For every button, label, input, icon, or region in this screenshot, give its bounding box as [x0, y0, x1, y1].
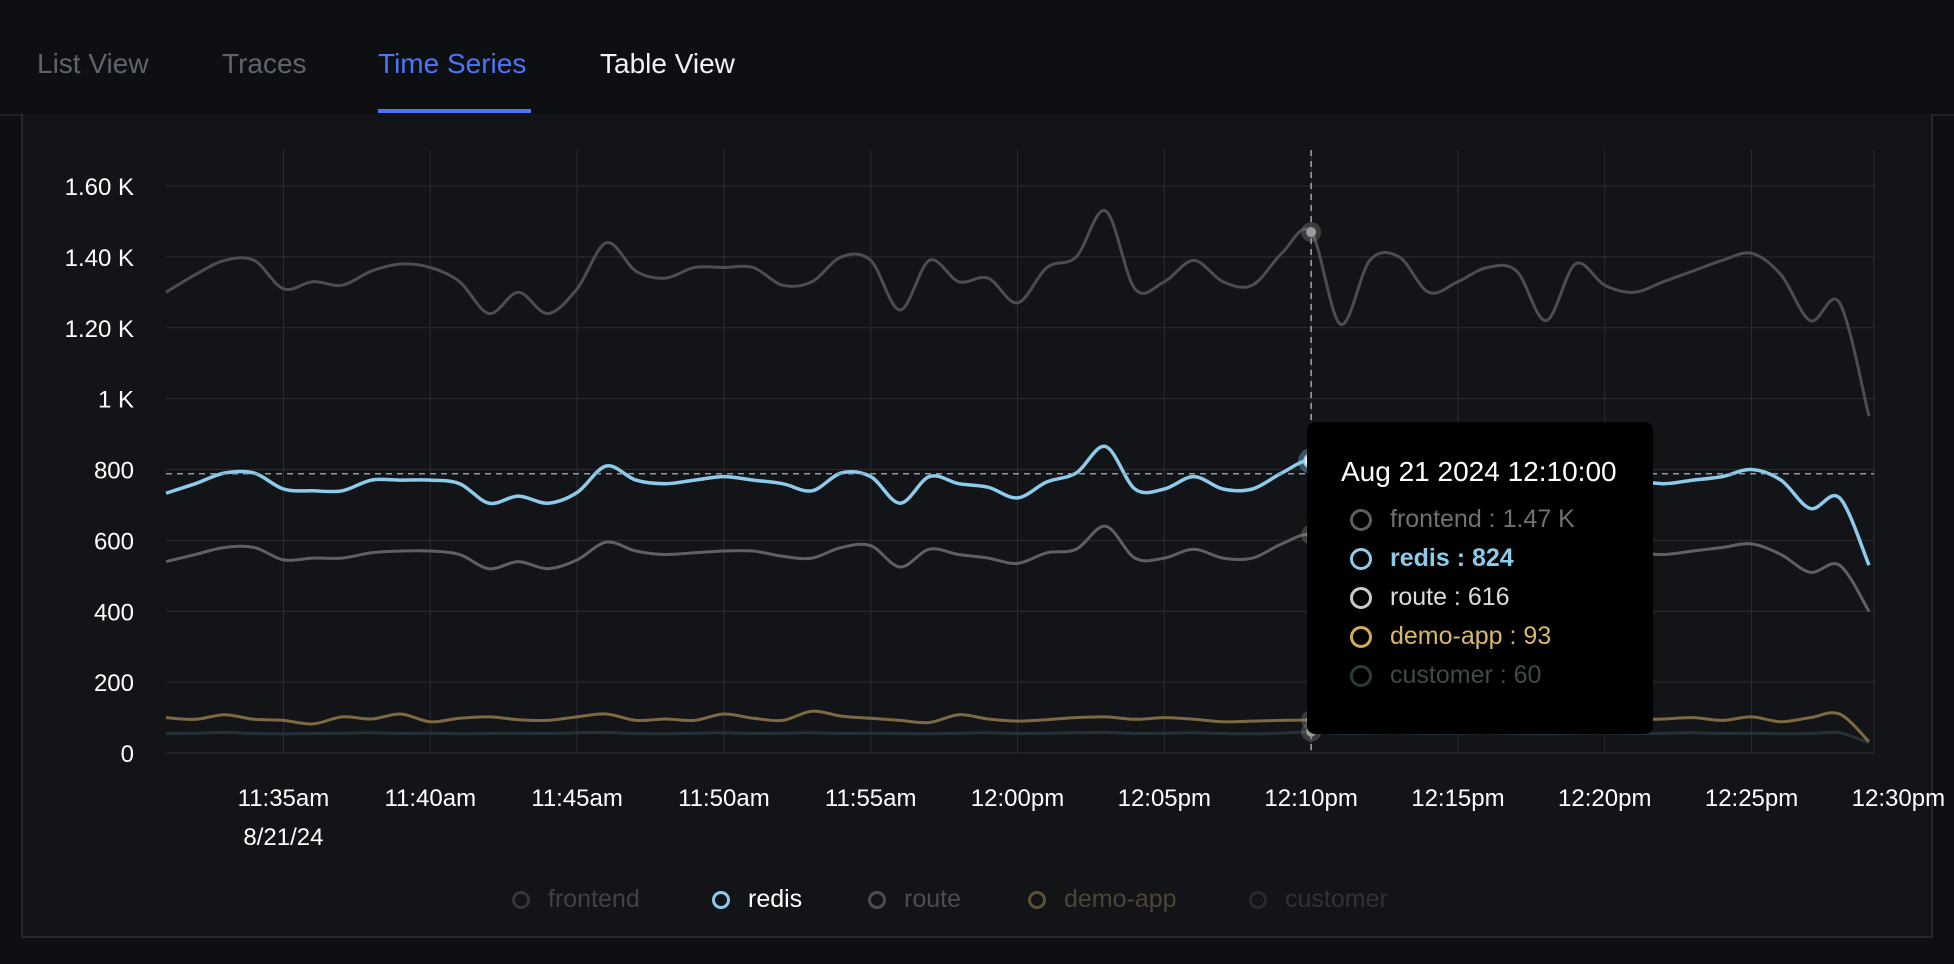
tooltip-row-label: customer : 60	[1390, 661, 1542, 689]
y-tick-label: 1.60 K	[65, 174, 134, 201]
y-tick-label: 200	[94, 670, 134, 697]
x-tick-label: 12:30pm	[1852, 785, 1945, 812]
circle-icon	[1350, 547, 1372, 570]
x-tick-label: 11:55am	[825, 785, 917, 812]
tooltip-row-demo-app: demo-app : 93	[1341, 617, 1653, 656]
x-tick-label: 12:10pm	[1264, 785, 1357, 812]
x-axis: 11:35am 11:40am 11:45am 11:50am 11:55am 12:00…	[238, 785, 1945, 851]
tooltip-row-customer: customer : 60	[1341, 656, 1653, 695]
tab-table-view[interactable]: Table View	[600, 48, 735, 79]
x-tick-label: 11:45am	[531, 785, 623, 812]
chart-legend: frontend redis route demo-app customer	[0, 885, 1954, 925]
legend-label: frontend	[548, 885, 640, 913]
y-tick-label: 1 K	[98, 387, 134, 414]
y-tick-label: 1.40 K	[65, 245, 134, 272]
x-tick-label: 12:05pm	[1118, 785, 1211, 812]
tooltip-row-label: demo-app : 93	[1390, 622, 1552, 650]
tab-traces[interactable]: Traces	[222, 48, 307, 79]
circle-icon	[868, 890, 886, 909]
legend-label: route	[904, 885, 961, 913]
chart-grid	[166, 150, 1875, 754]
legend-item-redis[interactable]: redis	[712, 885, 802, 914]
tooltip-row-route: route : 616	[1341, 578, 1653, 617]
legend-label: customer	[1285, 885, 1388, 913]
circle-icon	[1249, 890, 1267, 909]
y-tick-label: 0	[121, 741, 134, 768]
active-tab-indicator	[378, 109, 531, 113]
legend-label: redis	[748, 885, 803, 913]
tooltip-row-label: frontend : 1.47 K	[1390, 505, 1575, 533]
legend-item-demo-app[interactable]: demo-app	[1028, 885, 1177, 914]
tooltip-title: Aug 21 2024 12:10:00	[1341, 456, 1617, 487]
legend-label: demo-app	[1064, 885, 1177, 913]
chart-tooltip: Aug 21 2024 12:10:00 frontend : 1.47 K r…	[1307, 422, 1653, 734]
tooltip-row-redis: redis : 824	[1341, 539, 1653, 578]
x-tick-label: 11:50am	[678, 785, 770, 812]
circle-icon	[1350, 586, 1372, 609]
y-tick-label: 1.20 K	[65, 316, 134, 343]
tab-list-view[interactable]: List View	[37, 48, 149, 79]
legend-item-customer[interactable]: customer	[1249, 885, 1388, 914]
circle-icon	[512, 890, 530, 909]
circle-icon	[1350, 508, 1372, 531]
x-tick-label: 12:15pm	[1411, 785, 1504, 812]
tab-time-series[interactable]: Time Series	[378, 48, 527, 79]
y-tick-label: 600	[94, 528, 134, 555]
series-line-frontend	[165, 209, 1871, 417]
hover-point-frontend	[1306, 227, 1317, 238]
tooltip-row-frontend: frontend : 1.47 K	[1341, 500, 1653, 539]
tooltip-row-label: redis : 824	[1390, 544, 1514, 572]
x-tick-label: 12:20pm	[1558, 785, 1651, 812]
x-tick-label: 11:40am	[384, 785, 476, 812]
circle-icon	[1350, 625, 1372, 648]
x-tick-sublabel: 8/21/24	[243, 824, 323, 851]
x-tick-label: 11:35am	[238, 785, 330, 812]
y-tick-label: 400	[94, 599, 134, 626]
legend-item-frontend[interactable]: frontend	[512, 885, 640, 914]
x-tick-label: 12:25pm	[1705, 785, 1798, 812]
circle-icon	[712, 890, 730, 909]
y-axis: 0 200 400 600 800 1 K 1.20 K 1.40 K 1.60 K	[65, 174, 134, 768]
y-tick-label: 800	[94, 458, 134, 485]
legend-item-route[interactable]: route	[868, 885, 961, 914]
tooltip-row-label: route : 616	[1390, 583, 1510, 611]
circle-icon	[1350, 664, 1372, 687]
circle-icon	[1028, 890, 1046, 909]
x-tick-label: 12:00pm	[971, 785, 1064, 812]
